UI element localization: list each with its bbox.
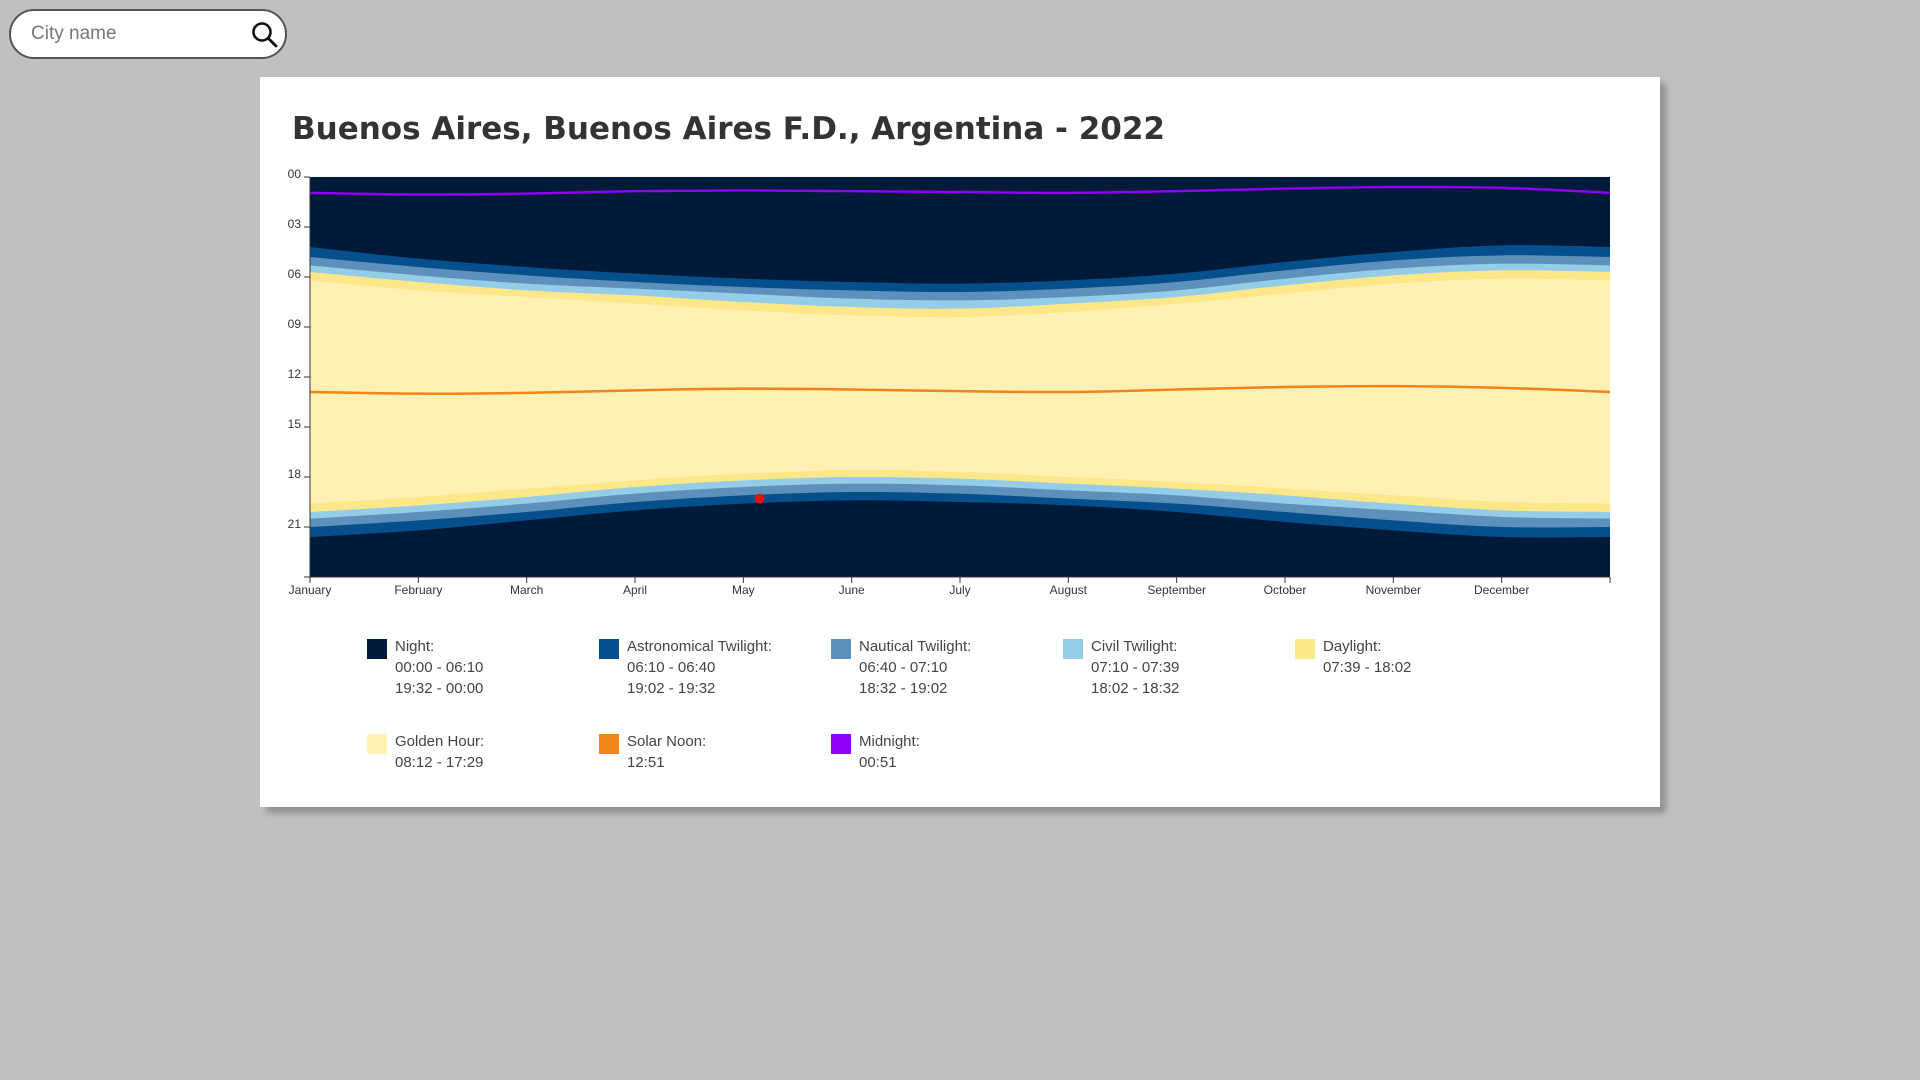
legend-swatch	[367, 734, 387, 754]
y-tick-label: 03	[288, 217, 302, 231]
legend-label: Golden Hour:	[395, 733, 485, 750]
legend-label: Daylight:	[1323, 638, 1382, 655]
x-tick-label: October	[1264, 583, 1307, 597]
search-icon[interactable]	[249, 19, 281, 51]
x-tick-label: June	[839, 583, 865, 597]
legend-time-range: 08:12 - 17:29	[395, 754, 484, 771]
page-title: Buenos Aires, Buenos Aires F.D., Argenti…	[292, 111, 1165, 147]
y-tick-label: 18	[288, 467, 302, 481]
x-tick-label: September	[1147, 583, 1206, 597]
legend-swatch	[367, 639, 387, 659]
legend-time-range: 19:02 - 19:32	[627, 680, 716, 697]
midnight-line	[309, 185, 1611, 196]
y-tick-label: 06	[288, 267, 302, 281]
legend-swatch	[831, 639, 851, 659]
solar-noon-line	[309, 384, 1611, 395]
legend-time-range: 12:51	[627, 754, 665, 771]
legend-time-range: 00:51	[859, 754, 897, 771]
legend-label: Astronomical Twilight:	[627, 638, 772, 655]
x-tick-label: November	[1366, 583, 1421, 597]
legend-time-range: 06:40 - 07:10	[859, 659, 948, 676]
legend-swatch	[599, 639, 619, 659]
legend-time-range: 06:10 - 06:40	[627, 659, 716, 676]
legend-swatch	[1295, 639, 1315, 659]
legend-time-range: 18:32 - 19:02	[859, 680, 948, 697]
x-tick-label: December	[1474, 583, 1529, 597]
legend-label: Midnight:	[859, 733, 920, 750]
x-tick-label: May	[732, 583, 755, 597]
y-tick-label: 12	[288, 367, 302, 381]
x-tick-label: January	[289, 583, 332, 597]
y-tick-label: 09	[288, 317, 302, 331]
legend-time-range: 07:39 - 18:02	[1323, 659, 1412, 676]
daylight-chart-card: Buenos Aires, Buenos Aires F.D., Argenti…	[260, 77, 1660, 807]
x-tick-label: July	[949, 583, 970, 597]
legend-label: Nautical Twilight:	[859, 638, 972, 655]
daylight-chart: 00 03 06 09 12 15 18 21 January February March Apri…	[288, 167, 1611, 597]
current-date-marker	[754, 493, 765, 504]
legend-time-range: 00:00 - 06:10	[395, 659, 484, 676]
x-tick-label: March	[510, 583, 543, 597]
legend-swatch	[831, 734, 851, 754]
legend-label: Civil Twilight:	[1091, 638, 1178, 655]
legend-label: Solar Noon:	[627, 733, 707, 750]
y-tick-label: 00	[288, 167, 302, 181]
legend-label: Night:	[395, 638, 435, 655]
legend-time-range: 18:02 - 18:32	[1091, 680, 1180, 697]
x-tick-label: February	[394, 583, 442, 597]
y-tick-label: 21	[288, 517, 302, 531]
x-tick-label: August	[1050, 583, 1088, 597]
legend-swatch	[1063, 639, 1083, 659]
legend-swatch	[599, 734, 619, 754]
x-tick-label: April	[623, 583, 647, 597]
y-tick-label: 15	[288, 417, 302, 431]
city-search-input[interactable]	[29, 22, 233, 46]
legend-time-range: 19:32 - 00:00	[395, 680, 484, 697]
city-search[interactable]	[9, 9, 287, 59]
legend-time-range: 07:10 - 07:39	[1091, 659, 1180, 676]
